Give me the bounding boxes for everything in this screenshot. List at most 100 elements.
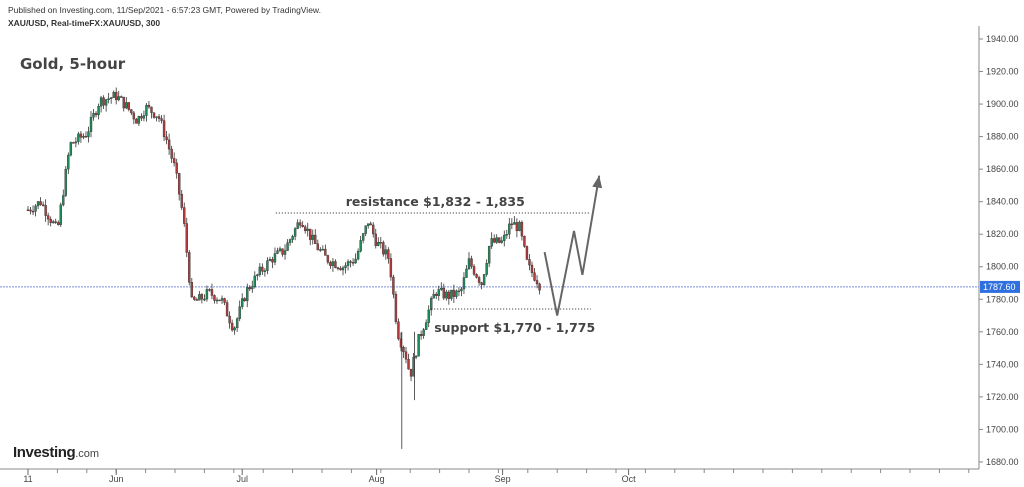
- candle-body: [367, 223, 370, 226]
- candle-body: [346, 261, 350, 266]
- candle-body: [329, 262, 332, 266]
- x-tick-label: 11: [23, 474, 32, 484]
- candle-body: [223, 298, 226, 303]
- candle-body: [155, 116, 158, 118]
- candle-body: [288, 239, 292, 243]
- candle-body: [518, 221, 521, 232]
- x-tick-label: Oct: [622, 474, 637, 484]
- candle-body: [190, 282, 194, 298]
- y-tick-label: 1760.00: [986, 327, 1019, 337]
- candle-body: [261, 266, 264, 272]
- candle-body: [341, 267, 345, 271]
- y-tick-label: 1920.00: [986, 67, 1019, 77]
- candle-body: [304, 226, 307, 231]
- candle-body: [193, 296, 196, 300]
- y-tick-label: 1900.00: [986, 99, 1019, 109]
- investing-logo[interactable]: Investing.com: [13, 444, 99, 462]
- candle-body: [52, 221, 55, 223]
- candle-body: [44, 205, 47, 216]
- candle-body: [140, 116, 143, 119]
- candle-body: [445, 291, 448, 299]
- candle-body: [230, 322, 234, 331]
- candle-body: [467, 258, 471, 270]
- candle-body: [286, 242, 289, 251]
- candle-body: [523, 235, 526, 247]
- candle-body: [404, 351, 408, 360]
- candle-body: [69, 142, 73, 156]
- candle-body: [225, 302, 229, 317]
- y-tick-label: 1880.00: [986, 132, 1019, 142]
- candle-body: [94, 112, 98, 116]
- candle-body: [112, 91, 115, 98]
- candle-body: [364, 225, 367, 234]
- y-tick-label: 1800.00: [986, 262, 1019, 272]
- candle-body: [301, 225, 304, 228]
- candle-body: [515, 222, 519, 232]
- candle-body: [508, 223, 511, 235]
- candle-body: [314, 234, 317, 244]
- candle-body: [137, 116, 141, 124]
- candle-body: [349, 261, 352, 263]
- published-info: Published on Investing.com, 11/Sep/2021 …: [8, 5, 321, 15]
- candle-body: [513, 222, 516, 225]
- candle-body: [125, 102, 128, 109]
- candle-body: [122, 96, 125, 109]
- candle-body: [142, 115, 146, 119]
- candle-body: [442, 287, 445, 299]
- candle-body: [427, 309, 430, 323]
- x-tick-label: Sep: [495, 474, 511, 484]
- candle-body: [432, 293, 435, 299]
- candle-body: [419, 334, 423, 336]
- candle-body: [198, 294, 201, 301]
- y-tick-label: 1820.00: [986, 229, 1019, 239]
- candle-body: [465, 268, 468, 278]
- candle-body: [293, 228, 297, 237]
- y-tick-label: 1860.00: [986, 164, 1019, 174]
- candle-body: [407, 358, 410, 370]
- candle-body: [238, 306, 241, 319]
- candle-body: [372, 224, 375, 235]
- candle-body: [374, 233, 377, 246]
- candle-body: [67, 154, 70, 170]
- candle-body: [324, 248, 327, 256]
- candle-body: [351, 262, 355, 264]
- candle-body: [382, 242, 385, 255]
- candle-body: [233, 327, 236, 331]
- candle-body: [485, 263, 488, 275]
- support-label: support $1,770 - 1,775: [434, 320, 595, 335]
- candle-body: [203, 298, 206, 301]
- x-tick-label: Aug: [369, 474, 385, 484]
- candle-body: [41, 204, 45, 206]
- y-tick-label: 1700.00: [986, 424, 1019, 434]
- candle-body: [251, 286, 254, 290]
- candle-body: [339, 268, 342, 271]
- candle-body: [57, 222, 60, 225]
- logo-brand: Investing: [13, 444, 76, 461]
- candle-body: [281, 248, 284, 255]
- candle-body: [235, 318, 239, 329]
- candle-body: [200, 294, 204, 300]
- candle-body: [132, 112, 136, 120]
- candle-body: [356, 250, 360, 260]
- candle-body: [472, 266, 476, 275]
- candle-body: [165, 136, 168, 141]
- candle-body: [487, 246, 491, 264]
- candle-body: [430, 298, 433, 311]
- candle-body: [89, 116, 93, 132]
- candle-body: [477, 277, 481, 283]
- candle-body: [172, 158, 176, 164]
- candle-body: [87, 131, 90, 138]
- candle-body: [170, 148, 173, 159]
- candle-body: [389, 258, 393, 278]
- candle-body: [273, 253, 277, 263]
- candlesticks: [26, 87, 541, 449]
- candle-body: [298, 222, 302, 226]
- candle-body: [452, 289, 456, 297]
- candle-body: [127, 102, 131, 110]
- candle-body: [167, 139, 171, 150]
- candle-body: [422, 329, 425, 336]
- candle-body: [402, 347, 405, 352]
- y-tick-label: 1840.00: [986, 197, 1019, 207]
- projection-path: [543, 175, 601, 316]
